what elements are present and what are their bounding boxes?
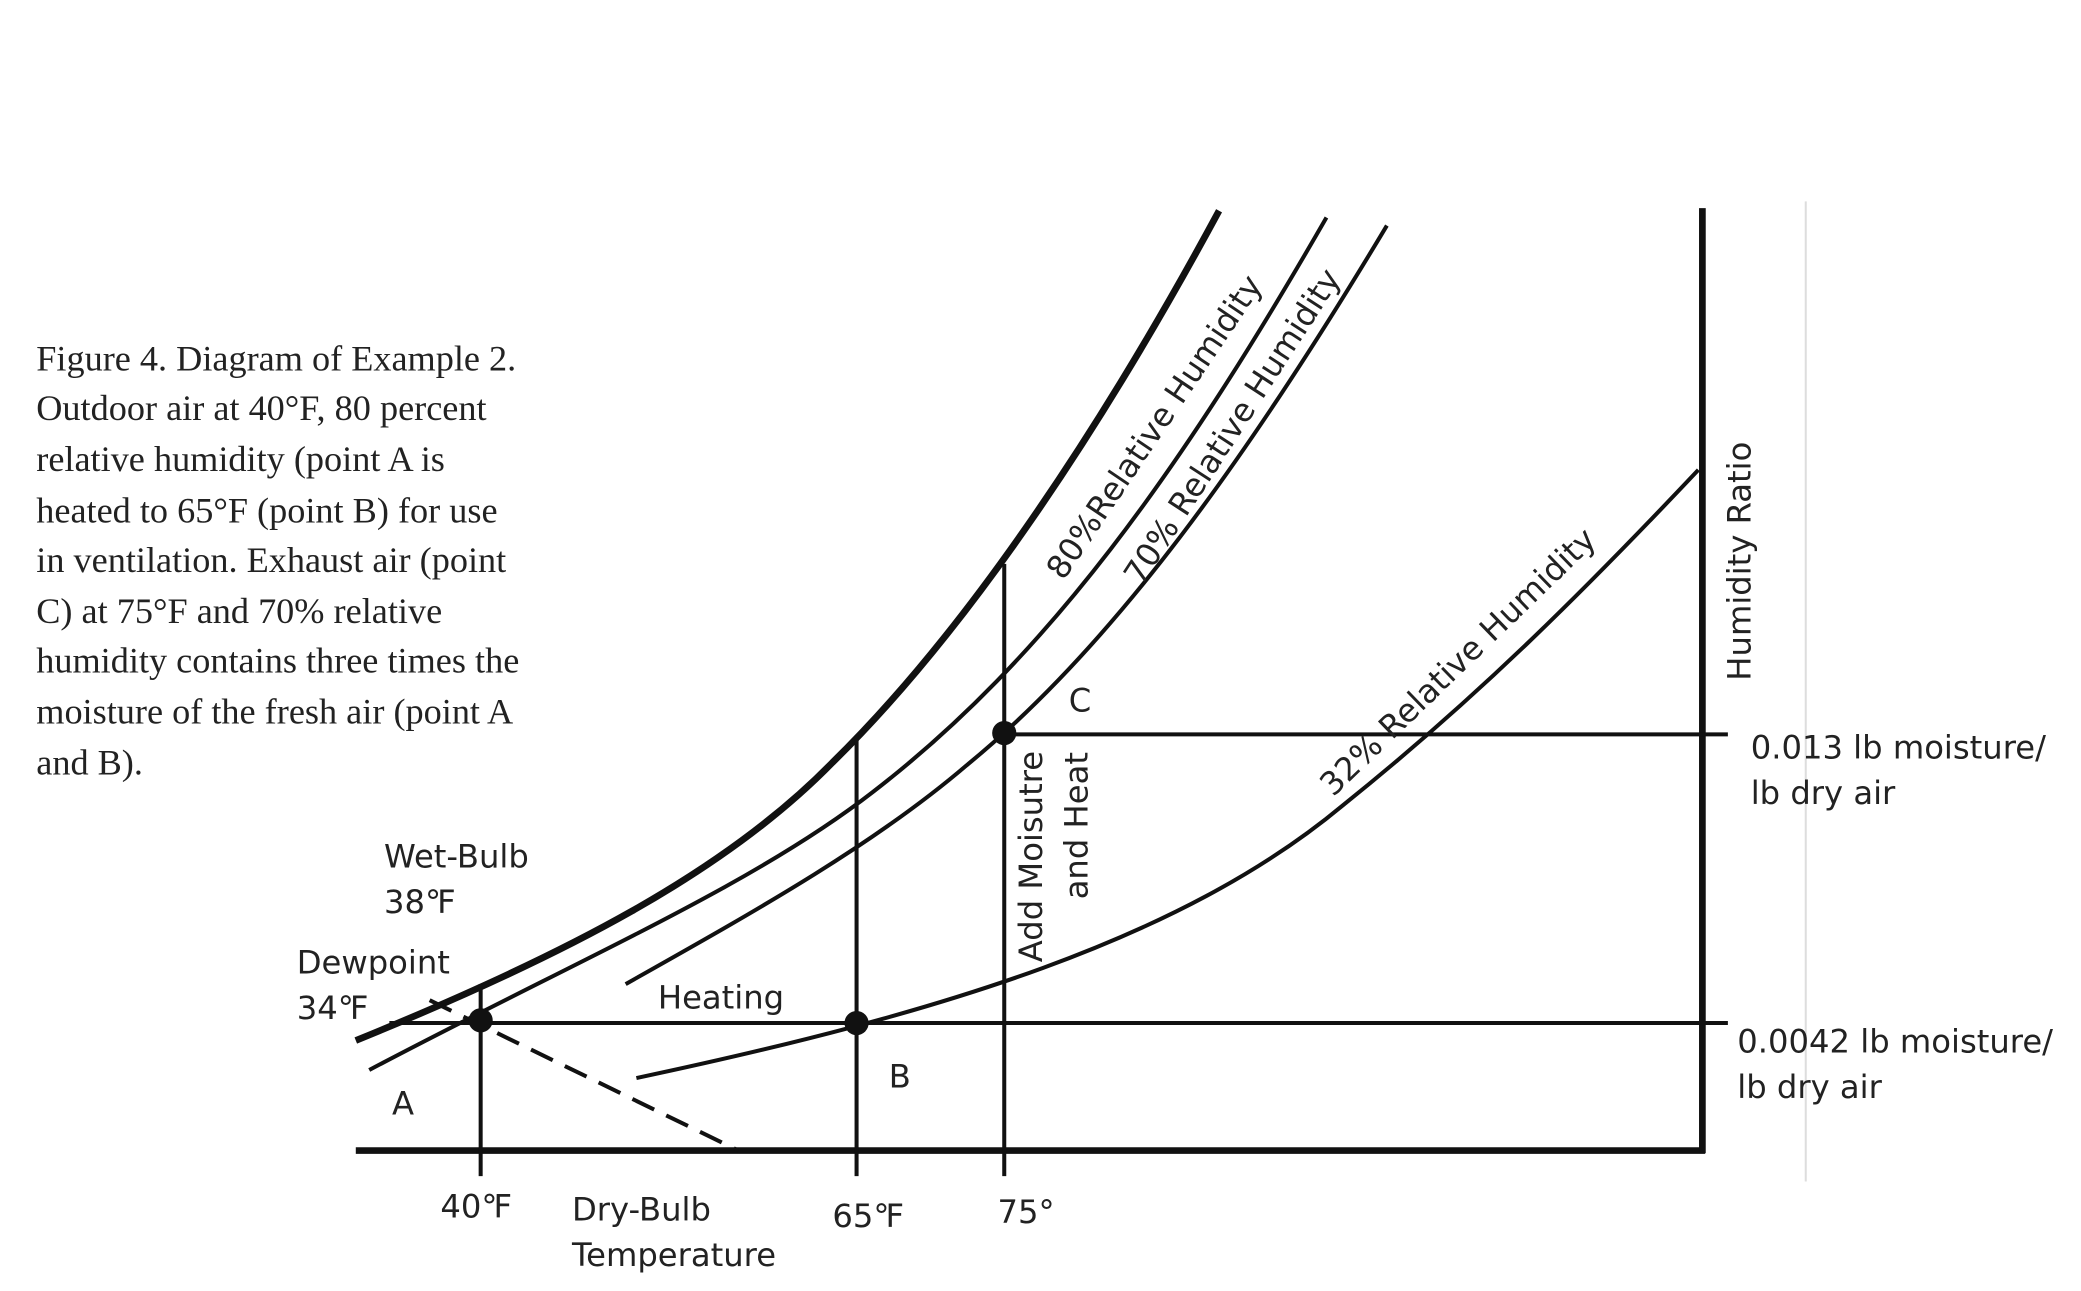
dewpoint-label: Dewpoint: [297, 943, 450, 981]
caption-line: moisture of the fresh air (point A: [36, 692, 513, 732]
level-label: lb dry air: [1751, 774, 1896, 812]
point-label: A: [392, 1084, 414, 1122]
x-axis-title: Dry-Bulb: [572, 1190, 711, 1228]
caption-line: relative humidity (point A is: [36, 439, 445, 479]
level-label: 0.0042 lb moisture/: [1737, 1023, 2053, 1061]
curve-label: 32% Relative Humidity: [1312, 520, 1603, 803]
x-tick-label: 75°: [998, 1193, 1055, 1231]
caption-line: and B).: [36, 743, 143, 783]
wet-bulb-label: Wet-Bulb: [384, 837, 529, 875]
level-label: lb dry air: [1737, 1068, 1882, 1106]
y-axis-title: Humidity Ratio: [1721, 442, 1759, 681]
caption-line: humidity contains three times the: [36, 641, 519, 681]
rh-curve-32: [635, 468, 1700, 1081]
x-tick-label: 65℉: [832, 1197, 904, 1235]
caption-line: heated to 65°F (point B) for use: [36, 490, 497, 530]
point-a: [468, 1008, 493, 1033]
point-b: [844, 1010, 869, 1036]
caption-line: Outdoor air at 40°F, 80 percent: [36, 388, 486, 428]
dewpoint-label: 34℉: [297, 989, 369, 1027]
caption-line: Figure 4. Diagram of Example 2.: [36, 339, 516, 379]
level-label: 0.013 lb moisture/: [1751, 729, 2046, 767]
wet-bulb-label: 38℉: [384, 883, 456, 921]
heating-label: Heating: [658, 978, 784, 1016]
point-label: B: [889, 1057, 911, 1095]
point-c: [992, 720, 1017, 746]
caption-line: in ventilation. Exhaust air (point: [36, 540, 506, 580]
point-label: C: [1069, 682, 1092, 720]
rh-curve-70a: [368, 216, 1329, 1072]
process-label: and Heat: [1057, 752, 1095, 899]
x-tick-label: 40℉: [440, 1188, 512, 1226]
caption: Figure 4. Diagram of Example 2. Outdoor …: [36, 339, 519, 783]
rh-curve-80: [354, 209, 1223, 1044]
x-axis-title: Temperature: [571, 1236, 776, 1274]
caption-line: C) at 75°F and 70% relative: [36, 591, 442, 631]
process-label: Add Moisutre: [1012, 751, 1050, 962]
